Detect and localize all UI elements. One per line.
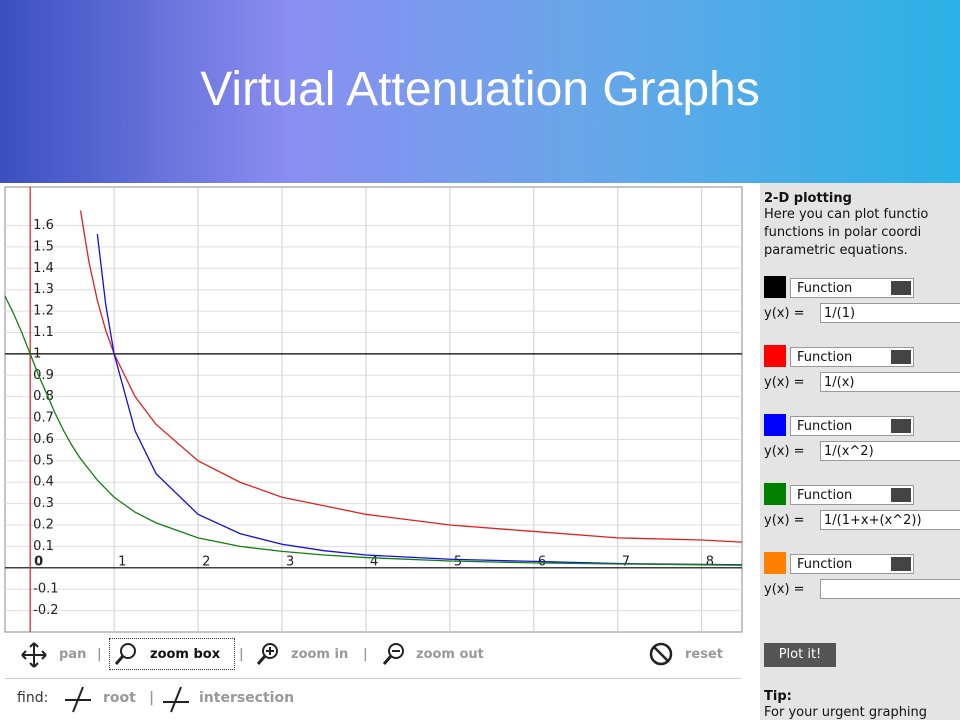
function-type-select[interactable]: Function — [790, 278, 914, 298]
y-tick-label: 0.3 — [33, 496, 54, 511]
y-tick-label: 1.2 — [33, 304, 54, 319]
slide-header: Virtual Attenuation Graphs — [0, 0, 960, 183]
y-tick-label: 0.7 — [33, 411, 54, 426]
y-tick-label: -0.2 — [33, 603, 58, 618]
y-tick-label: 1.1 — [33, 325, 54, 340]
pan-icon — [21, 642, 47, 668]
zoom-in-button[interactable]: zoom in — [291, 647, 349, 662]
root-icon — [65, 686, 91, 713]
x-tick-label: 2 — [202, 554, 210, 569]
y-tick-label: 0.9 — [33, 368, 54, 383]
reset-button[interactable]: reset — [685, 647, 723, 662]
function-label: y(x) = — [764, 306, 805, 321]
zoom-out-icon — [382, 643, 404, 665]
x-tick-label: 1 — [118, 554, 126, 569]
x-tick-label: 7 — [622, 554, 630, 569]
y-tick-label: 1.6 — [33, 218, 54, 233]
root-button[interactable]: root — [103, 690, 136, 706]
zoom-out-button[interactable]: zoom out — [416, 647, 484, 662]
function-label: y(x) = — [764, 513, 805, 528]
sidebar-heading: 2-D plotting — [764, 191, 852, 206]
function-input[interactable] — [820, 579, 960, 599]
function-input[interactable]: 1/(1+x+(x^2)) — [820, 510, 960, 530]
separator: | — [239, 647, 244, 662]
color-swatch[interactable] — [764, 552, 786, 574]
zoom-box-highlight — [109, 638, 235, 670]
y-tick-label: 0.8 — [33, 389, 54, 404]
color-swatch[interactable] — [764, 276, 786, 298]
reset-icon — [649, 642, 673, 666]
plot: 0 1 2 3 4 5 6 7 8-0.2-0.10.10.20.30.40.50.60.70.… — [4, 186, 743, 633]
sidebar-text: Here you can plot functio — [764, 207, 929, 222]
x-tick-label: 8 — [706, 554, 714, 569]
function-label: y(x) = — [764, 375, 805, 390]
color-swatch[interactable] — [764, 414, 786, 436]
find-label: find: — [17, 690, 49, 706]
y-tick-label: -0.1 — [33, 582, 58, 597]
slide-title: Virtual Attenuation Graphs — [200, 63, 760, 116]
function-label: y(x) = — [764, 582, 805, 597]
sidebar-text: parametric equations. — [764, 243, 908, 258]
function-type-select[interactable]: Function — [790, 554, 914, 574]
tip-heading: Tip: — [764, 689, 792, 704]
plot-button[interactable]: Plot it! — [764, 643, 836, 667]
x-tick-label: 3 — [286, 554, 294, 569]
pan-button[interactable]: pan — [59, 647, 87, 662]
intersection-icon — [163, 686, 189, 713]
separator: | — [149, 690, 155, 706]
y-tick-label: 1.3 — [33, 282, 54, 297]
zoom-box-icon — [114, 643, 136, 665]
function-type-select[interactable]: Function — [790, 485, 914, 505]
tip-text: For your urgent graphing — [764, 705, 928, 720]
separator: | — [363, 647, 368, 662]
function-label: y(x) = — [764, 444, 805, 459]
curve — [96, 233, 743, 566]
zoom-box-button[interactable]: zoom box — [150, 647, 221, 662]
y-tick-label: 1.5 — [33, 239, 54, 254]
color-swatch[interactable] — [764, 483, 786, 505]
curve — [79, 210, 743, 543]
x-tick-label: 0 — [34, 554, 43, 569]
y-tick-label: 1.4 — [33, 261, 54, 276]
curve — [4, 295, 743, 566]
x-tick-label: 5 — [454, 554, 462, 569]
color-swatch[interactable] — [764, 345, 786, 367]
function-input[interactable]: 1/(1) — [820, 303, 960, 323]
intersection-button[interactable]: intersection — [199, 690, 295, 706]
y-tick-label: 0.6 — [33, 432, 54, 447]
function-type-select[interactable]: Function — [790, 416, 914, 436]
x-tick-label: 4 — [370, 554, 378, 569]
y-tick-label: 0.5 — [33, 453, 54, 468]
separator: | — [97, 647, 102, 662]
sidebar-text: functions in polar coordi — [764, 225, 922, 240]
sidebar: 2-D plotting Here you can plot functio f… — [760, 183, 960, 720]
y-tick-label: 0.1 — [33, 539, 54, 554]
y-tick-label: 0.2 — [33, 518, 54, 533]
function-input[interactable]: 1/(x) — [820, 372, 960, 392]
function-input[interactable]: 1/(x^2) — [820, 441, 960, 461]
toolbar: pan | zoom box | zoom in | zoom out reset — [5, 636, 742, 674]
y-tick-label: 0.4 — [33, 475, 54, 490]
zoom-in-icon — [256, 643, 278, 665]
function-type-select[interactable]: Function — [790, 347, 914, 367]
find-bar: find: root | intersection — [5, 678, 742, 721]
